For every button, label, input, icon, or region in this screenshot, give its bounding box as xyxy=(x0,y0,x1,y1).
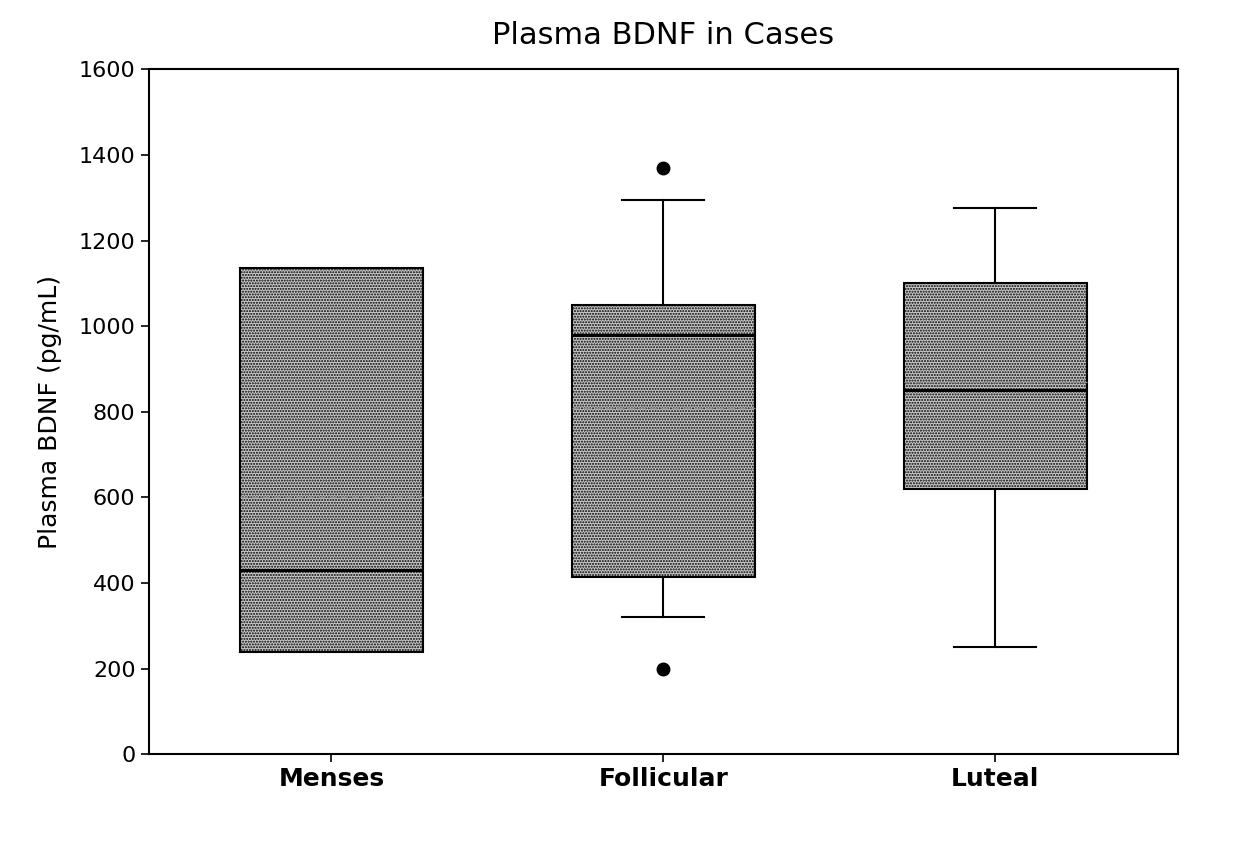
Title: Plasma BDNF in Cases: Plasma BDNF in Cases xyxy=(492,22,835,50)
Bar xyxy=(241,269,423,652)
Bar xyxy=(904,284,1086,489)
Y-axis label: Plasma BDNF (pg/mL): Plasma BDNF (pg/mL) xyxy=(38,275,62,549)
Bar xyxy=(572,305,755,577)
